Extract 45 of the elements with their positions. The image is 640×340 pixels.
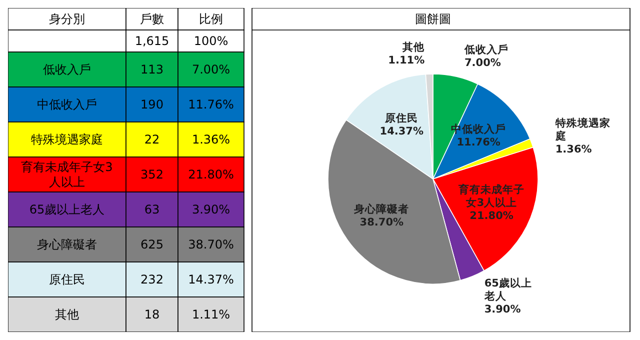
text: 1.36% <box>192 132 230 147</box>
text: 63 <box>144 202 160 217</box>
text: 3.90% <box>192 202 230 217</box>
category-label: 65歲以上老人 <box>29 202 105 217</box>
data-label: 1.11% <box>388 54 426 66</box>
data-label: 21.80% <box>470 210 514 222</box>
text: 21.80% <box>188 168 234 182</box>
text: 戶數 <box>140 12 164 26</box>
slice-label: 低收入戶 <box>463 43 508 56</box>
text: 232 <box>140 272 164 287</box>
text: 11.76% <box>188 98 234 112</box>
text: 100% <box>194 34 228 48</box>
text: 352 <box>140 168 164 182</box>
category-label: 其他 <box>55 308 79 322</box>
text: 625 <box>140 238 164 252</box>
data-label: 7.00% <box>464 57 502 70</box>
data-label: 14.37% <box>380 126 424 138</box>
text: 38.70% <box>188 238 234 252</box>
text: 身分別 <box>49 12 85 26</box>
category-label: 身心障礙者 <box>37 238 97 252</box>
category-label: 特殊境遇家庭 <box>31 132 103 147</box>
slice-label: 特殊境遇家庭 <box>554 116 610 143</box>
data-label: 3.90% <box>484 303 522 316</box>
data-label: 1.36% <box>555 144 592 156</box>
data-label: 11.76% <box>456 136 501 149</box>
text: 190 <box>140 98 164 112</box>
text: 1,615 <box>134 34 170 48</box>
slice-label: 原住民 <box>384 112 418 125</box>
category-label: 原住民 <box>49 272 85 287</box>
category-label: 中低收入戶 <box>37 98 97 112</box>
text: 113 <box>140 62 164 77</box>
data-label: 38.70% <box>360 216 404 229</box>
category-label: 育有未成年子女3人以上 <box>21 160 113 190</box>
text: 14.37% <box>188 272 234 287</box>
text: 比例 <box>199 12 223 26</box>
slice-label: 65歲以上老人 <box>483 276 532 302</box>
text: 7.00% <box>192 62 230 77</box>
slice-label: 育有未成年子女3人以上 <box>458 182 525 209</box>
text: 18 <box>144 308 160 322</box>
text: 1.11% <box>192 308 230 322</box>
category-label: 低收入戶 <box>43 62 91 77</box>
text: 22 <box>144 132 160 147</box>
slice-label: 其他 <box>402 40 426 54</box>
chart-title: 圖餅圖 <box>415 12 451 26</box>
slice-label: 身心障礙者 <box>353 202 410 216</box>
